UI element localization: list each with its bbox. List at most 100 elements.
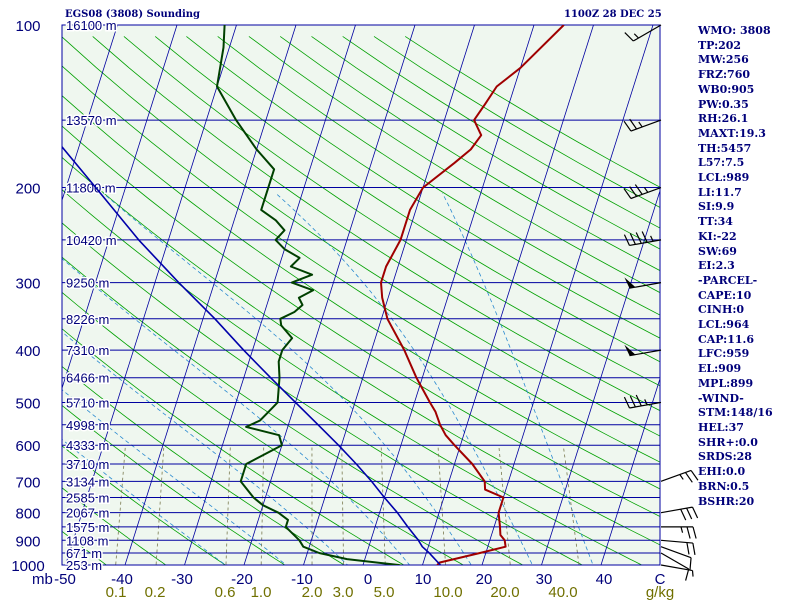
barb-flag — [635, 232, 642, 244]
plot-background — [62, 25, 660, 565]
index-item: BSHR:20 — [698, 494, 755, 508]
dry-adiabat — [62, 156, 660, 546]
wind-barb — [660, 552, 690, 581]
moist-adiabat — [275, 193, 533, 565]
barb-flag — [629, 395, 636, 408]
barb-flag — [629, 118, 638, 130]
pressure-tick-label: 400 — [15, 343, 40, 360]
wind-barb — [624, 344, 662, 357]
height-label: 13570 m — [66, 113, 117, 128]
temperature-tick-label: 20 — [476, 571, 493, 588]
mixing-ratio-line — [562, 445, 580, 565]
temperature-tick-label: 30 — [536, 571, 553, 588]
temperature-tick-label: 10 — [415, 571, 432, 588]
mixing-ratio-line — [380, 445, 386, 565]
isotherm — [243, 25, 416, 565]
index-item: KI:-22 — [698, 229, 737, 243]
wind-barb — [660, 469, 699, 483]
barb-flag — [686, 526, 691, 539]
barb-flag — [685, 568, 690, 581]
height-label: 8226 m — [66, 312, 109, 327]
index-item: TP:202 — [698, 38, 742, 52]
barb-staff — [660, 546, 692, 559]
mixing-ratio-label: 5.0 — [374, 584, 395, 600]
isotherm — [184, 25, 356, 565]
index-item: EI:2.3 — [698, 259, 735, 273]
barb-flag — [635, 394, 642, 407]
barb-staff — [660, 539, 693, 544]
dry-adiabat — [62, 328, 405, 565]
index-item: RH:26.1 — [698, 112, 749, 126]
wind-barb — [623, 394, 662, 409]
mixing-ratio-label: 40.0 — [548, 584, 577, 600]
wind-barb — [660, 539, 696, 556]
pressure-tick-label: 600 — [15, 438, 40, 455]
mixing-ratio-label: 0.1 — [106, 584, 127, 600]
barb-flag — [629, 233, 636, 245]
moist-adiabat — [62, 438, 227, 565]
barb-half-flag — [644, 399, 648, 406]
index-item: PW:0.35 — [698, 97, 749, 111]
mixing-ratio-label: 20.0 — [490, 584, 519, 600]
pressure-tick-label: 800 — [15, 506, 40, 523]
wind-barb — [624, 24, 662, 42]
pressure-tick-label: 300 — [15, 276, 40, 293]
dry-adiabat — [62, 125, 660, 517]
wind-barb — [660, 546, 692, 570]
mixing-ratio-label: 2.0 — [302, 584, 323, 600]
mixing-ratio-line — [155, 445, 165, 565]
barb-flag — [686, 542, 690, 555]
wind-barb — [623, 184, 662, 200]
dry-adiabat — [62, 222, 584, 565]
barb-staff — [629, 239, 662, 247]
pressure-tick-label: 900 — [15, 533, 40, 550]
mixing-ratio-line — [115, 445, 126, 565]
temperature-profile — [380, 25, 565, 565]
mixing-ratio-line — [341, 445, 344, 565]
indices-panel: WMO: 3808 TP:202 MW:256 FRZ:760 WB0:905 PW:0.… — [698, 24, 798, 509]
wind-barb — [624, 277, 662, 289]
pressure-tick-label: 1000 — [11, 558, 44, 575]
barb-flag — [692, 542, 696, 556]
index-item: MAXT:19.3 — [698, 126, 766, 140]
barb-half-flag — [679, 474, 684, 480]
height-label: 9250 m — [66, 276, 109, 291]
temperature-tick-label: -20 — [231, 571, 253, 588]
temperature-tick-label: 40 — [596, 571, 613, 588]
index-item: CAPE:10 — [698, 288, 752, 302]
mixing-ratio-line — [225, 445, 231, 565]
pressure-tick-label: 700 — [15, 474, 40, 491]
dry-adiabat — [92, 36, 660, 412]
barb-staff — [629, 401, 662, 409]
isotherm — [422, 25, 594, 565]
index-item: MW:256 — [698, 53, 749, 67]
mixing-ratio-label: 0.6 — [215, 584, 236, 600]
barb-flag — [629, 186, 638, 197]
temperature-tick-label: -10 — [291, 571, 313, 588]
dewpoint-profile — [216, 25, 403, 565]
height-label: 11800 m — [66, 181, 116, 196]
index-item: BRN:0.5 — [698, 479, 750, 493]
barb-half-flag — [691, 570, 694, 577]
index-item: EHI:0.0 — [698, 465, 746, 479]
dry-adiabat — [186, 36, 660, 339]
temperature-tick-label: 0 — [364, 571, 372, 588]
index-item: TH:5457 — [698, 141, 752, 155]
temperature-tick-label: -50 — [54, 571, 76, 588]
barb-flag — [690, 470, 699, 481]
isotherm — [362, 25, 535, 565]
index-item: MPL:899 — [698, 376, 754, 390]
moist-adiabat — [62, 258, 411, 565]
pressure-tick-label: 100 — [15, 18, 40, 35]
barb-pennant — [624, 344, 636, 356]
wind-barb — [660, 564, 694, 577]
index-item: CAP:11.6 — [698, 332, 755, 346]
index-item: SW:69 — [698, 244, 737, 258]
moist-adiabat — [62, 389, 287, 565]
isotherm — [62, 25, 118, 202]
isotherm — [600, 377, 660, 565]
dry-adiabat — [62, 65, 660, 463]
mixing-ratio-line — [260, 445, 265, 565]
chart-valid-time: 1100Z 28 DEC 25 — [564, 9, 662, 20]
